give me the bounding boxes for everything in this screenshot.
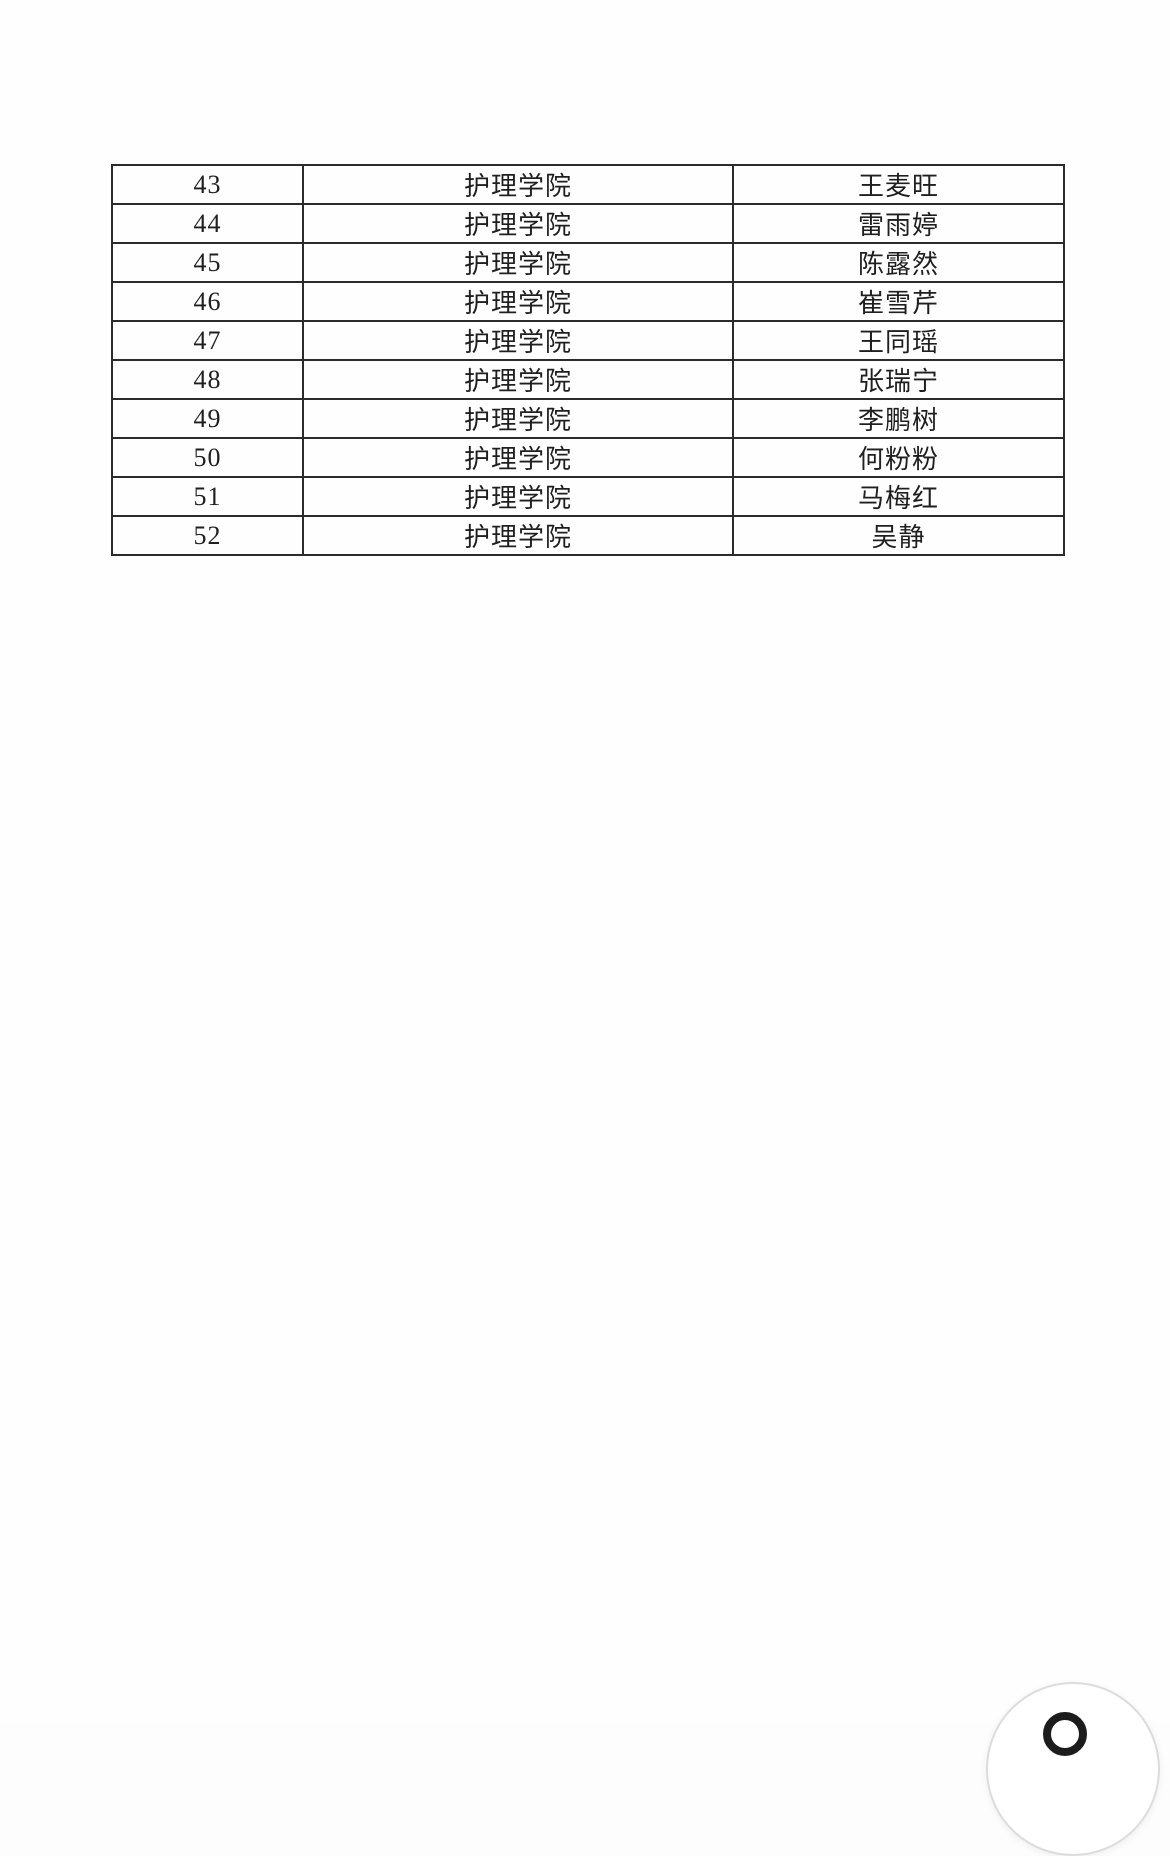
cell-index: 49: [111, 398, 304, 439]
cell-college: 护理学院: [302, 320, 734, 361]
cell-name: 何粉粉: [732, 437, 1065, 478]
cell-college: 护理学院: [302, 515, 734, 556]
cell-college: 护理学院: [302, 203, 734, 244]
table-row: 50 护理学院 何粉粉: [111, 437, 1065, 478]
cell-college: 护理学院: [302, 164, 734, 205]
cell-college: 护理学院: [302, 281, 734, 322]
cell-name: 王同瑶: [732, 320, 1065, 361]
table-row: 48 护理学院 张瑞宁: [111, 359, 1065, 400]
circle-glyph-icon: [1043, 1712, 1087, 1756]
cell-index: 48: [111, 359, 304, 400]
cell-college: 护理学院: [302, 476, 734, 517]
table-row: 45 护理学院 陈露然: [111, 242, 1065, 283]
cell-index: 46: [111, 281, 304, 322]
cell-name: 王麦旺: [732, 164, 1065, 205]
table-row: 46 护理学院 崔雪芹: [111, 281, 1065, 322]
cell-index: 44: [111, 203, 304, 244]
cell-index: 43: [111, 164, 304, 205]
cell-index: 51: [111, 476, 304, 517]
cell-name: 张瑞宁: [732, 359, 1065, 400]
document-page: 43 护理学院 王麦旺 44 护理学院 雷雨婷 45 护理学院 陈露然 46 护…: [111, 164, 1160, 1856]
cell-college: 护理学院: [302, 359, 734, 400]
cell-name: 李鹏树: [732, 398, 1065, 439]
table-row: 51 护理学院 马梅红: [111, 476, 1065, 517]
cell-name: 崔雪芹: [732, 281, 1065, 322]
table-row: 43 护理学院 王麦旺: [111, 164, 1065, 205]
roster-table: 43 护理学院 王麦旺 44 护理学院 雷雨婷 45 护理学院 陈露然 46 护…: [111, 164, 1065, 556]
cell-index: 52: [111, 515, 304, 556]
floating-action-button[interactable]: [986, 1682, 1160, 1856]
cell-index: 50: [111, 437, 304, 478]
cell-college: 护理学院: [302, 437, 734, 478]
cell-index: 45: [111, 242, 304, 283]
table-row: 47 护理学院 王同瑶: [111, 320, 1065, 361]
cell-name: 陈露然: [732, 242, 1065, 283]
cell-name: 雷雨婷: [732, 203, 1065, 244]
table-row: 49 护理学院 李鹏树: [111, 398, 1065, 439]
table-row: 44 护理学院 雷雨婷: [111, 203, 1065, 244]
cell-college: 护理学院: [302, 398, 734, 439]
cell-college: 护理学院: [302, 242, 734, 283]
cell-name: 马梅红: [732, 476, 1065, 517]
cell-name: 吴静: [732, 515, 1065, 556]
cell-index: 47: [111, 320, 304, 361]
table-row: 52 护理学院 吴静: [111, 515, 1065, 556]
